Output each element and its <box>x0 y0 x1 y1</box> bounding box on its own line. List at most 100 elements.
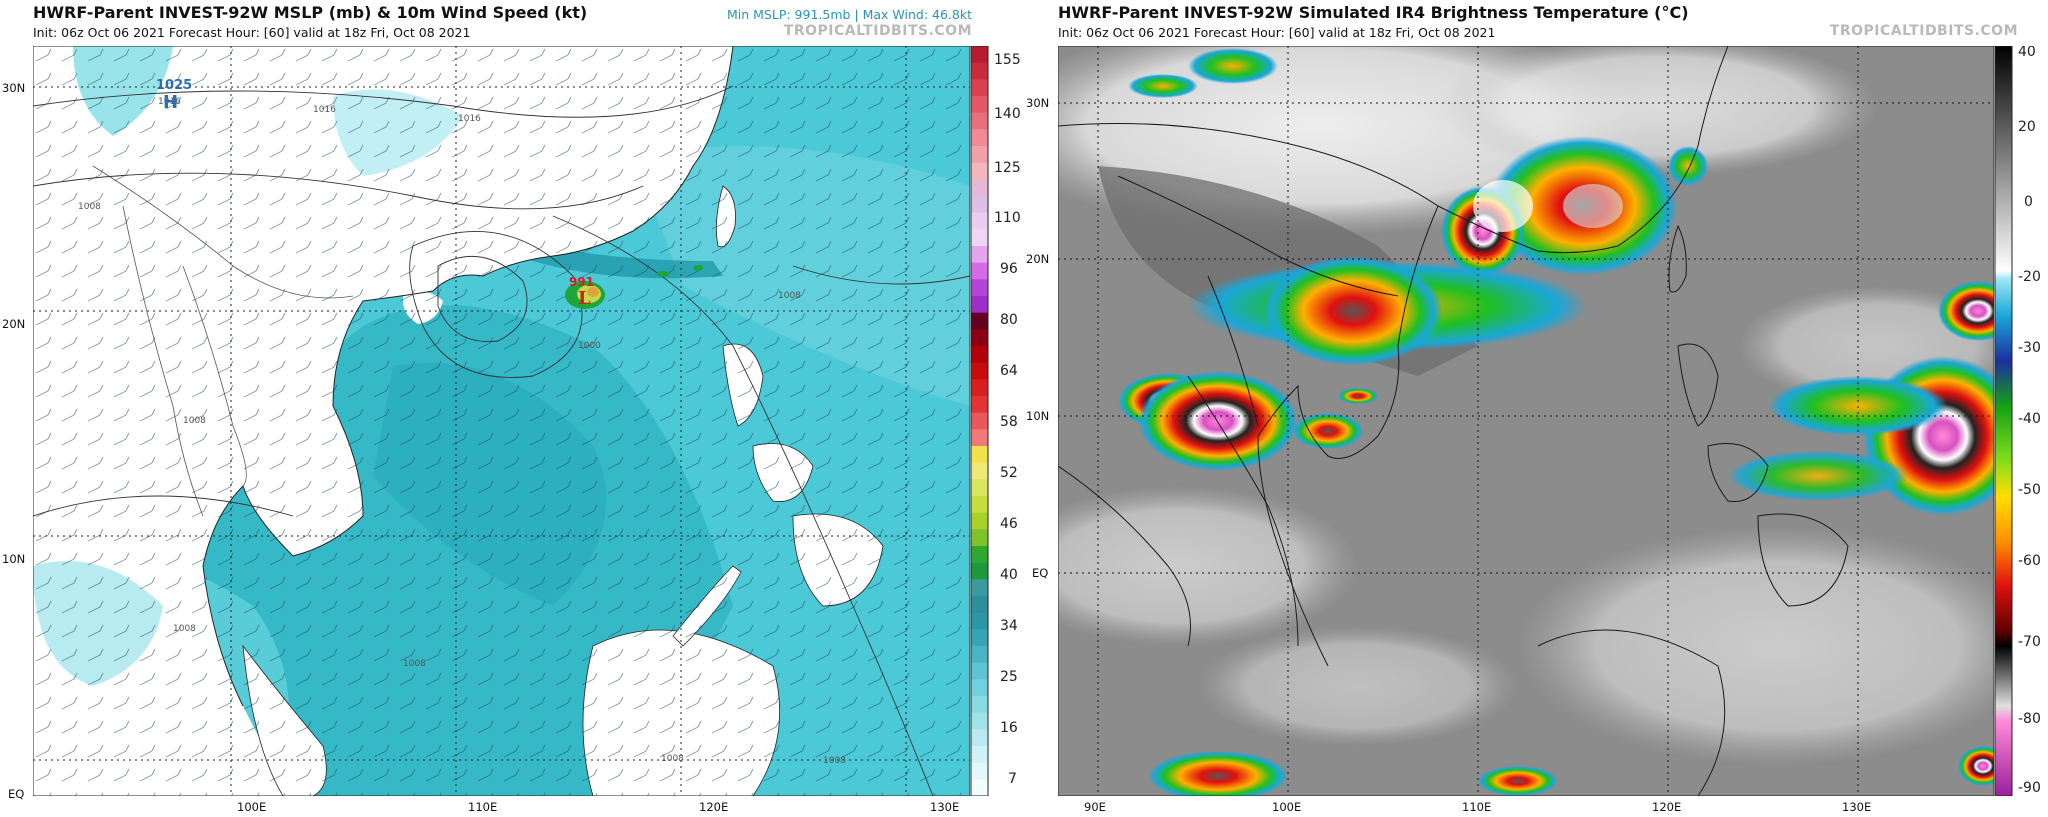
colorbar-band <box>971 296 988 314</box>
colorbar-tick: 0 <box>2024 194 2033 210</box>
colorbar-band <box>971 629 988 647</box>
lon-label: 110E <box>1462 800 1492 814</box>
colorbar-band <box>971 396 988 414</box>
colorbar-band <box>971 129 988 147</box>
low-pressure-marker: L <box>578 288 591 309</box>
lat-label: 30N <box>1026 96 1050 110</box>
colorbar-tick: 80 <box>1000 312 1018 328</box>
wind-speed-colorbar: 155 140 125 110 96 80 64 58 52 46 40 34 … <box>970 46 1021 796</box>
colorbar-band <box>971 96 988 114</box>
colorbar-tick: -20 <box>2018 269 2041 285</box>
lat-label: 10N <box>1026 409 1050 423</box>
lon-label: 130E <box>930 800 960 814</box>
colorbar-tick: 96 <box>1000 261 1018 277</box>
lat-label: 20N <box>2 317 26 331</box>
wind-map: 1016 1016 1016 1008 1008 1008 1008 1008 … <box>33 46 970 796</box>
colorbar-tick: 7 <box>1008 771 1017 787</box>
colorbar-band <box>971 62 988 80</box>
colorbar-tick: 64 <box>1000 363 1018 379</box>
colorbar-band <box>971 662 988 680</box>
panel-subtitle: Init: 06z Oct 06 2021 Forecast Hour: [60… <box>33 25 471 40</box>
colorbar-band <box>971 646 988 664</box>
lon-label: 110E <box>468 800 498 814</box>
colorbar-band <box>971 429 988 447</box>
colorbar-tick: -80 <box>2018 711 2041 727</box>
colorbar-band <box>971 46 988 64</box>
colorbar-band <box>971 246 988 264</box>
isobar-label: 1000 <box>578 341 601 351</box>
brand-watermark: TROPICALTIDBITS.COM <box>783 23 972 39</box>
lat-label: 20N <box>1026 252 1050 266</box>
colorbar-band <box>971 196 988 214</box>
colorbar-band <box>971 546 988 564</box>
colorbar-band <box>971 162 988 180</box>
isobar-label: 1008 <box>778 291 801 301</box>
colorbar-tick: -40 <box>2018 411 2041 427</box>
colorbar-band <box>971 496 988 514</box>
isobar-label: 1008 <box>823 756 846 766</box>
colorbar-band <box>971 579 988 597</box>
low-pressure-value: 991 <box>569 275 594 289</box>
brightness-temperature-colorbar: 40 20 0 -20 -30 -40 -50 -60 -70 -80 -90 <box>1994 46 2041 796</box>
panel-title: HWRF-Parent INVEST-92W MSLP (mb) & 10m W… <box>33 3 588 22</box>
colorbar-band <box>971 112 988 130</box>
colorbar-band <box>971 179 988 197</box>
colorbar-band <box>971 446 988 464</box>
colorbar-tick: -60 <box>2018 553 2041 569</box>
colorbar-tick: 40 <box>1000 567 1018 583</box>
storm-stats: Min MSLP: 991.5mb | Max Wind: 46.8kt <box>726 7 972 22</box>
colorbar-band <box>971 762 988 780</box>
colorbar-tick: 16 <box>1000 720 1018 736</box>
colorbar-tick: 46 <box>1000 516 1018 532</box>
colorbar-tick: 155 <box>994 52 1021 68</box>
colorbar-tick: 140 <box>994 106 1021 122</box>
colorbar-band <box>971 779 988 796</box>
colorbar-band <box>971 279 988 297</box>
isobar-label: 1008 <box>183 416 206 426</box>
colorbar-band <box>971 746 988 764</box>
colorbar-tick: 20 <box>2018 119 2036 135</box>
lon-label: 130E <box>1842 800 1872 814</box>
lat-label: EQ <box>8 787 25 801</box>
colorbar-tick: 110 <box>994 210 1021 226</box>
lon-label: 90E <box>1084 800 1106 814</box>
colorbar-tick: 58 <box>1000 414 1018 430</box>
colorbar-band <box>971 362 988 380</box>
isobar-label: 1016 <box>158 97 181 107</box>
lon-label: 100E <box>1272 800 1302 814</box>
colorbar-tick: 25 <box>1000 669 1018 685</box>
colorbar-band <box>971 229 988 247</box>
isobar-label: 1008 <box>78 202 101 212</box>
colorbar-tick: -30 <box>2018 340 2041 356</box>
colorbar-band <box>971 146 988 164</box>
colorbar-tick: -70 <box>2018 634 2041 650</box>
colorbar-band <box>971 79 988 97</box>
colorbar-tick: 52 <box>1000 465 1018 481</box>
colorbar-band <box>971 312 988 330</box>
ir-satellite-map <box>1058 46 1994 796</box>
colorbar-band <box>971 696 988 714</box>
brand-watermark: TROPICALTIDBITS.COM <box>1829 23 2018 39</box>
lat-label: EQ <box>1032 566 1049 580</box>
colorbar-band <box>971 346 988 364</box>
colorbar-band <box>971 529 988 547</box>
colorbar-band <box>971 712 988 730</box>
colorbar-tick: 125 <box>994 160 1021 176</box>
colorbar-band <box>971 479 988 497</box>
colorbar-band <box>971 729 988 747</box>
colorbar-band <box>971 562 988 580</box>
lon-label: 120E <box>1652 800 1682 814</box>
isobar-label: 1008 <box>173 624 196 634</box>
colorbar-tick: 34 <box>1000 618 1018 634</box>
colorbar-band <box>971 212 988 230</box>
colorbar-band <box>971 596 988 614</box>
isobar-label: 1008 <box>661 754 684 764</box>
colorbar-band <box>971 379 988 397</box>
high-pressure-marker: H <box>163 92 178 113</box>
isobar-label: 1016 <box>458 114 481 124</box>
colorbar-band <box>971 612 988 630</box>
panel-title: HWRF-Parent INVEST-92W Simulated IR4 Bri… <box>1058 3 1689 22</box>
lon-label: 100E <box>237 800 267 814</box>
colorbar-tick: 40 <box>2018 46 2036 60</box>
colorbar-band <box>971 512 988 530</box>
